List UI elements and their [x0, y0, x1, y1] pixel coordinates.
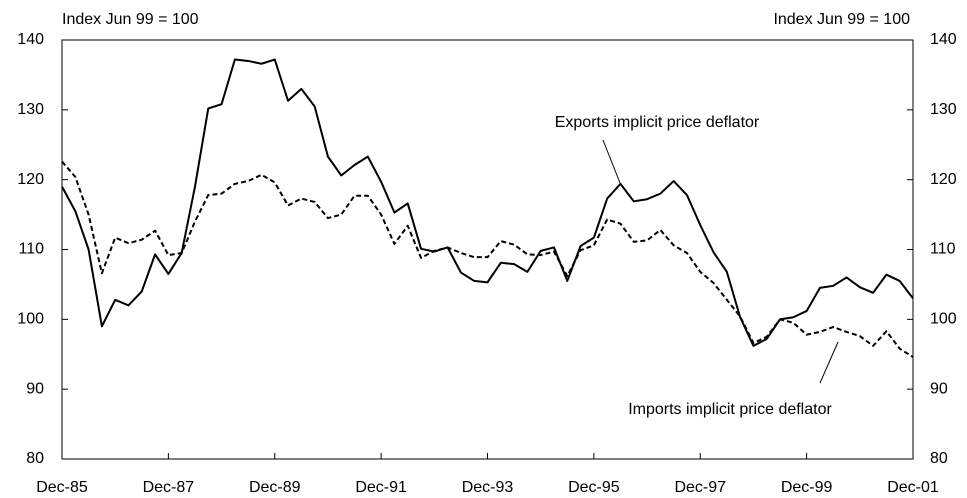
plot-frame [61, 39, 914, 460]
y2-tick-label: 120 [930, 171, 957, 188]
series-line [61, 160, 914, 358]
y-tick-label: 130 [17, 101, 44, 118]
series-line [61, 58, 914, 347]
x-tick-label: Dec-87 [143, 479, 195, 496]
y2-tick-label: 140 [930, 31, 957, 48]
y-axis-label: Index Jun 99 = 100 [62, 11, 199, 28]
y2-axis-label: Index Jun 99 = 100 [773, 11, 910, 28]
y-tick-label: 80 [26, 450, 44, 467]
y2-tick-label: 110 [930, 241, 956, 258]
x-tick-label: Dec-91 [355, 479, 407, 496]
leader-line [602, 139, 621, 184]
y-tick-label: 90 [26, 380, 44, 397]
y-tick-label: 100 [17, 311, 44, 328]
series-label: Imports implicit price deflator [628, 401, 832, 418]
x-tick-label: Dec-01 [887, 479, 939, 496]
x-tick-label: Dec-97 [674, 479, 726, 496]
x-tick-label: Dec-95 [568, 479, 620, 496]
x-tick-label: Dec-89 [249, 479, 301, 496]
y2-tick-label: 130 [930, 101, 957, 118]
x-tick-label: Dec-93 [462, 479, 514, 496]
y-tick-label: 140 [17, 31, 44, 48]
leader-line [819, 341, 839, 384]
y-tick-label: 120 [17, 171, 44, 188]
y2-tick-label: 90 [930, 380, 948, 397]
y2-tick-label: 100 [930, 311, 957, 328]
series-label: Exports implicit price deflator [555, 114, 760, 131]
y2-tick-label: 80 [930, 450, 948, 467]
x-tick-label: Dec-85 [36, 479, 88, 496]
y-tick-label: 110 [18, 241, 44, 258]
x-tick-label: Dec-99 [781, 479, 833, 496]
